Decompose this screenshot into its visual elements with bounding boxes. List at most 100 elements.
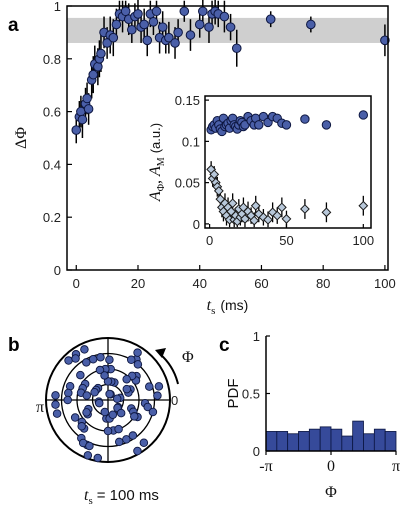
data-point [231,43,242,54]
y-axis-label: ΔΦ [13,127,30,149]
x-axis-label: ts (ms) [207,297,249,317]
inset-ylabel-sub2: M [156,157,167,166]
x-tick-label: 0 [73,276,80,291]
inset-ylabel-unit: (a.u.) [148,123,163,153]
polar-point [148,407,158,417]
inset-circle-point [358,110,369,120]
polar-point [153,391,162,400]
polar-point [116,408,126,418]
inset-circle-point [321,120,332,130]
histogram-bar [341,435,354,452]
inset-diamond-point [281,214,292,224]
data-point [179,6,190,17]
inset-y-tick-label: 0 [193,217,200,232]
polar-point [96,353,105,362]
polar-point [51,391,60,400]
data-point [151,6,162,17]
polar-point [51,400,60,409]
polar-point [76,370,85,380]
polar-point [64,356,73,365]
data-point [194,19,205,30]
time-caption-subscript: s [88,495,92,507]
data-point [173,27,183,38]
polar-point [126,355,136,364]
x-axis-subscript: s [211,305,215,317]
inset-chart: 0 50 100 0 0.05 0.1 0.15 AΦ, AM (a.u.) [147,93,374,248]
data-point [127,24,137,35]
polar-point [100,371,109,380]
inset-x-tick-label: 100 [352,233,374,248]
x-axis-unit: (ms) [220,297,248,313]
data-point [120,6,131,17]
time-caption-value: = 100 ms [97,487,159,504]
polar-point [82,358,91,367]
polar-point [133,360,143,369]
panel-label-c: c [219,335,230,356]
histogram-bars [265,420,397,452]
time-caption: ts = 100 ms [84,487,159,507]
polar-point [71,354,80,363]
axes-frame [66,5,389,271]
inset-diamond-point [276,202,287,213]
polar-point [133,348,142,357]
polar-point [100,407,110,417]
histogram-bar [265,431,278,452]
inset-y-tick-label: 0.15 [175,93,200,108]
y-tick-label: 1 [54,0,61,14]
inset-circle-point [281,120,292,130]
data-point [111,19,122,30]
inset-diamond-point [263,214,273,225]
histogram-ticks: 00.51-π 0 π [242,329,400,475]
polar-point [103,426,113,436]
polar-point [70,413,80,422]
inset-circle-point [254,120,264,130]
histogram-bar [308,428,321,452]
polar-point [114,424,123,434]
data-point [306,19,316,30]
data-point [93,61,103,72]
panel-b-polar-plot: b Φ 0 π ts = 100 ms [8,335,194,507]
inset-ylabel-sub1: Φ [156,184,167,191]
x-tick-label: 100 [374,276,396,291]
polar-point [93,453,103,463]
inset-x-tick-label: 50 [279,233,293,248]
zero-angle-label: 0 [171,393,178,408]
histogram-x-axis-label: Φ [325,484,337,501]
x-tick-label: 40 [192,276,206,291]
panel-label-b: b [8,335,20,356]
histogram-y-tick-label: 1 [253,329,260,344]
polar-point [105,355,114,364]
data-point [77,114,88,125]
y-tick-label: 0.6 [43,105,61,120]
histogram-bar [363,433,375,452]
pi-angle-label: π [36,399,44,416]
x-tick-label: 20 [131,276,145,291]
polar-point [95,365,105,375]
polar-point [114,437,124,447]
data-point [133,9,143,19]
inset-y-tick-label: 0.1 [182,134,200,149]
inset-x-tick-label: 0 [206,233,213,248]
polar-point [108,410,118,419]
polar-point [128,431,138,440]
polar-point [112,394,122,403]
polar-point [52,409,62,418]
inset-axes-frame [204,95,372,229]
data-point [204,22,214,32]
y-tick-label: 0.4 [43,157,61,172]
histogram-x-tick-label: π [392,458,400,475]
y-tick-label: 0.2 [43,210,61,225]
rotation-arrow-head [155,348,166,358]
phi-label: Φ [182,349,194,366]
y-tick-label: 0.8 [43,52,61,67]
data-point [96,48,106,59]
polar-point [90,388,99,397]
polar-point [77,422,86,431]
polar-point [105,389,114,399]
data-point [198,6,208,17]
data-point [157,22,168,32]
axis-ticks: 0 20 40 60 80 100 0 0.2 0.4 0.6 0.8 1 [43,0,396,291]
histogram-bar [298,431,310,452]
histogram-y-axis-label: PDF [225,379,242,409]
